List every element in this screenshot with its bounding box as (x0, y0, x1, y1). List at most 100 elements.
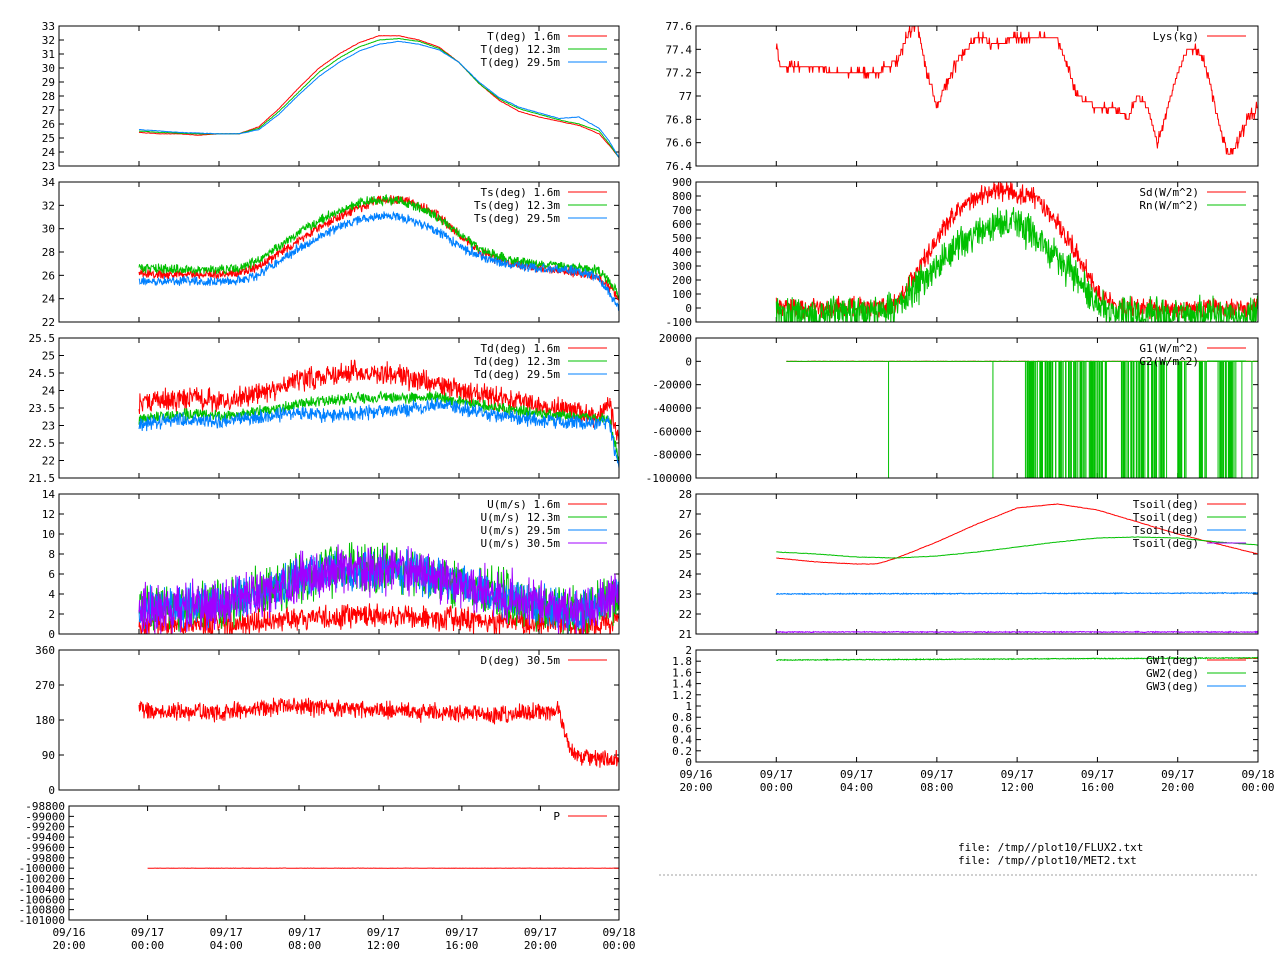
series-line (138, 359, 619, 449)
y-tick-label: -99800 (25, 852, 65, 865)
legend-label: Ts(deg) 1.6m (481, 186, 561, 199)
y-tick-label: 26 (679, 528, 692, 541)
x-tick-label-time: 12:00 (1001, 781, 1034, 794)
series-line (138, 397, 619, 469)
y-tick-label: 24.5 (29, 367, 56, 380)
y-tick-label: 24 (42, 293, 56, 306)
y-tick-label: -100600 (19, 893, 65, 906)
y-tick-label: -98800 (25, 800, 65, 813)
y-tick-label: -80000 (652, 449, 692, 462)
panel-gw: 00.20.40.60.811.21.41.61.8209/1620:0009/… (672, 644, 1274, 794)
y-tick-label: 77.2 (666, 67, 693, 80)
x-tick-label-date: 09/17 (1161, 768, 1194, 781)
legend-label: U(m/s) 30.5m (481, 537, 561, 550)
y-tick-label: 0 (685, 355, 692, 368)
y-tick-label: 300 (672, 260, 692, 273)
x-tick-label-time: 16:00 (1081, 781, 1114, 794)
y-tick-label: 1.4 (672, 678, 692, 691)
series-line (776, 536, 1258, 559)
series-line (775, 207, 1258, 322)
series-path (776, 503, 1258, 565)
y-tick-label: 0 (48, 628, 55, 641)
y-tick-label: 31 (42, 48, 55, 61)
plot-frame (58, 493, 620, 635)
legend-label: G2(W/m^2) (1139, 355, 1199, 368)
y-tick-label: 100 (672, 288, 692, 301)
x-tick-label-date: 09/17 (524, 926, 557, 939)
x-tick-label-time: 00:00 (1241, 781, 1274, 794)
y-tick-label: 24 (42, 146, 56, 159)
series-path (775, 26, 1258, 155)
y-tick-label: 6 (48, 568, 55, 581)
legend-label: Ts(deg) 29.5m (474, 212, 560, 225)
file-path-flux: file: /tmp//plot10/FLUX2.txt (958, 841, 1144, 854)
y-tick-label: 14 (42, 488, 56, 501)
plot-frame (58, 649, 620, 791)
y-tick-label: 26 (42, 269, 55, 282)
series-path (138, 390, 619, 461)
x-tick-label-time: 04:00 (210, 939, 243, 952)
y-tick-label: 700 (672, 204, 692, 217)
legend-label: D(deg) 30.5m (481, 654, 561, 667)
y-tick-label: 26 (42, 118, 55, 131)
legend-label: Ts(deg) 12.3m (474, 199, 560, 212)
panel-g: -100000 -80000 -60000 -40000 -20000 0 20000 G1(… (646, 332, 1259, 485)
x-tick-label-time: 16:00 (445, 939, 478, 952)
legend-label: Td(deg) 1.6m (481, 342, 561, 355)
x-tick-label-date: 09/17 (840, 768, 873, 781)
legend-label: Lys(kg) (1153, 30, 1199, 43)
y-tick-label: 76.4 (666, 160, 693, 173)
plot-frame (695, 337, 1259, 479)
plot-frame (58, 337, 620, 479)
y-tick-label: 77.4 (666, 43, 693, 56)
y-tick-label: 0 (685, 756, 692, 769)
legend-label: U(m/s) 12.3m (481, 511, 561, 524)
x-tick-label-time: 08:00 (920, 781, 953, 794)
x-tick-label-time: 20:00 (679, 781, 712, 794)
plot-frame (695, 493, 1259, 635)
series-path (138, 544, 619, 634)
panel-d: 0 90 180 270 360 D(deg) 30.5m (35, 644, 620, 797)
x-tick-label-date: 09/17 (288, 926, 321, 939)
y-tick-label: -101000 (19, 914, 65, 927)
x-tick-label-time: 00:00 (602, 939, 635, 952)
legend-label: GW2(deg) (1146, 667, 1199, 680)
y-tick-label: 23 (42, 420, 55, 433)
series-path (138, 194, 619, 300)
y-tick-label: 180 (35, 714, 55, 727)
legend-label: T(deg) 1.6m (487, 30, 560, 43)
x-tick-label-date: 09/17 (445, 926, 478, 939)
y-tick-label: -100000 (646, 472, 692, 485)
plot-frame (58, 25, 620, 167)
x-tick-label-time: 08:00 (288, 939, 321, 952)
legend-label: Tsoil(deg) (1133, 498, 1199, 511)
y-tick-label: 30 (42, 223, 55, 236)
y-tick-label: 28 (42, 90, 55, 103)
x-tick-label-time: 00:00 (760, 781, 793, 794)
y-tick-label: 2 (48, 608, 55, 621)
y-tick-label: 33 (42, 20, 55, 33)
y-tick-label: 0.2 (672, 745, 692, 758)
y-tick-label: -100200 (19, 873, 65, 886)
x-tick-label-time: 12:00 (367, 939, 400, 952)
y-tick-label: 27 (42, 104, 55, 117)
y-tick-label: 90 (42, 749, 55, 762)
series-line (786, 360, 1258, 478)
series-path (138, 40, 619, 158)
x-tick-label-date: 09/18 (1241, 768, 1274, 781)
series-path (138, 359, 619, 449)
series-line (776, 656, 1258, 662)
y-tick-label: 22 (42, 316, 55, 329)
y-tick-label: -60000 (652, 425, 692, 438)
legend-label: T(deg) 12.3m (481, 43, 561, 56)
y-tick-label: 24 (42, 385, 56, 398)
y-tick-label: 0.8 (672, 711, 692, 724)
panel-tsoil: 2122232425262728Tsoil(deg)Tsoil(deg)Tsoi… (679, 488, 1259, 641)
y-tick-label: 22.5 (29, 437, 56, 450)
legend-label: Td(deg) 29.5m (474, 368, 560, 381)
x-tick-label-date: 09/17 (920, 768, 953, 781)
y-tick-label: 77.6 (666, 20, 693, 33)
y-tick-label: 27 (679, 508, 692, 521)
